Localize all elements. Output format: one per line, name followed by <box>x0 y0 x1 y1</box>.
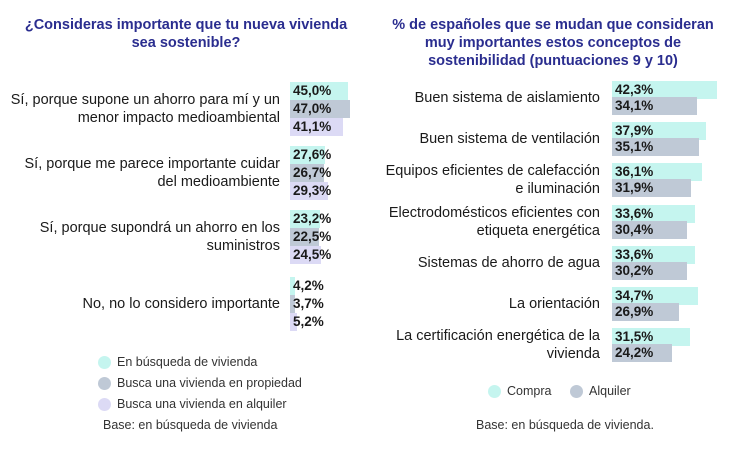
bar <box>612 138 700 156</box>
bar <box>290 82 348 100</box>
legend-item: Compra <box>488 384 551 398</box>
data-label: 31,9% <box>615 180 654 195</box>
bar <box>290 277 296 295</box>
bar <box>290 182 328 200</box>
category-label: Sistemas de ahorro de agua <box>417 255 600 271</box>
category-label: No, no lo considero importante <box>82 296 280 312</box>
bar <box>290 164 325 182</box>
category-label: La certificación energética de la vivien… <box>396 328 600 362</box>
legend-item: Busca una vivienda en propiedad <box>98 376 302 390</box>
data-label: 31,5% <box>615 329 654 344</box>
legend-swatch <box>98 397 111 411</box>
bar <box>290 210 320 228</box>
data-label: 23,2% <box>293 211 332 226</box>
bar <box>612 287 699 305</box>
data-label: 26,9% <box>615 304 654 319</box>
data-label: 5,2% <box>293 314 324 329</box>
category-label: Buen sistema de aislamiento <box>414 90 600 106</box>
legend-label: Compra <box>507 384 552 398</box>
data-label: 29,3% <box>293 183 332 198</box>
bar <box>612 205 696 223</box>
data-label: 30,4% <box>615 222 654 237</box>
bar <box>290 146 326 164</box>
bar <box>612 97 697 115</box>
data-label: 45,0% <box>293 83 332 98</box>
data-label: 34,1% <box>615 98 654 113</box>
data-label: 33,6% <box>615 206 654 221</box>
category-label: Sí, porque supondrá un ahorro en los sum… <box>39 220 280 254</box>
data-label: 26,7% <box>293 165 332 180</box>
bar <box>612 122 706 140</box>
bar <box>612 262 687 280</box>
bar <box>612 328 691 346</box>
data-label: 34,7% <box>615 288 654 303</box>
category-label: Sí, porque supone un ahorro para mí y un… <box>10 92 280 126</box>
bar <box>612 81 717 99</box>
data-label: 37,9% <box>615 123 654 138</box>
legend-swatch <box>570 384 583 398</box>
data-label: 33,6% <box>615 247 654 262</box>
bar <box>290 100 351 118</box>
bar <box>290 313 297 331</box>
data-label: 41,1% <box>293 119 332 134</box>
legend-item: Alquiler <box>570 384 631 398</box>
chart-title: ¿Consideras importante que tu nueva vivi… <box>24 17 348 51</box>
legend-label: Busca una vivienda en alquiler <box>117 397 287 411</box>
bar <box>612 179 692 197</box>
data-label: 30,2% <box>615 263 654 278</box>
bar <box>290 246 322 264</box>
legend-item: En búsqueda de vivienda <box>98 355 257 369</box>
bar <box>290 118 343 136</box>
data-label: 24,2% <box>615 345 654 360</box>
legend-label: Busca una vivienda en propiedad <box>117 376 302 390</box>
category-label: Equipos eficientes de calefacción e ilum… <box>385 163 600 197</box>
legend-swatch <box>98 355 111 369</box>
data-label: 27,6% <box>293 147 332 162</box>
bar <box>612 303 679 321</box>
bar <box>612 163 702 181</box>
bar <box>290 228 319 246</box>
legend-swatch <box>98 376 111 390</box>
data-label: 35,1% <box>615 139 654 154</box>
legend-item: Busca una vivienda en alquiler <box>98 397 287 411</box>
data-label: 4,2% <box>293 278 324 293</box>
data-label: 24,5% <box>293 247 332 262</box>
bar <box>612 246 696 264</box>
data-label: 3,7% <box>293 296 324 311</box>
category-label: La orientación <box>508 296 600 312</box>
category-label: Buen sistema de ventilación <box>419 131 600 147</box>
legend-label: Alquiler <box>589 384 631 398</box>
data-label: 22,5% <box>293 229 332 244</box>
legend-swatch <box>488 384 501 398</box>
bar <box>612 221 688 239</box>
category-label: Electrodomésticos eficientes con etiquet… <box>388 205 600 239</box>
category-label: Sí, porque me parece importante cuidar d… <box>24 156 281 190</box>
data-label: 36,1% <box>615 164 654 179</box>
legend-label: En búsqueda de vivienda <box>117 355 258 369</box>
chart-title: % de españoles que se mudan que consider… <box>392 17 714 69</box>
data-label: 42,3% <box>615 82 654 97</box>
base-note: Base: en búsqueda de vivienda <box>103 418 278 432</box>
data-label: 47,0% <box>293 101 332 116</box>
bar <box>612 344 673 362</box>
base-note: Base: en búsqueda de vivienda. <box>476 418 654 432</box>
bar <box>290 295 295 313</box>
